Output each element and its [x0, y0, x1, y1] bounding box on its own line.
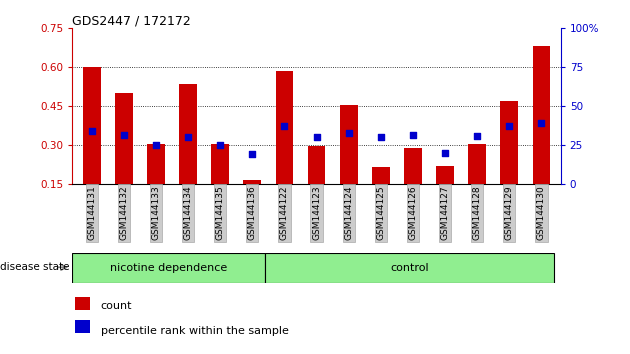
Bar — [115, 93, 133, 184]
FancyBboxPatch shape — [72, 253, 265, 283]
Point — [312, 135, 322, 140]
Point — [375, 135, 386, 140]
Text: percentile rank within the sample: percentile rank within the sample — [101, 326, 289, 336]
Text: count: count — [101, 301, 132, 311]
Point — [343, 131, 353, 136]
Point — [472, 133, 482, 139]
Text: GSM144130: GSM144130 — [537, 185, 546, 240]
Text: GSM144127: GSM144127 — [440, 185, 450, 240]
Point — [440, 150, 450, 156]
Point — [87, 128, 97, 134]
Text: GSM144123: GSM144123 — [312, 185, 321, 240]
Bar — [83, 67, 101, 184]
Text: GSM144133: GSM144133 — [151, 185, 161, 240]
Text: GSM144129: GSM144129 — [505, 185, 514, 240]
Text: GSM144122: GSM144122 — [280, 185, 289, 240]
Text: GSM144124: GSM144124 — [344, 185, 353, 240]
Text: nicotine dependence: nicotine dependence — [110, 263, 227, 273]
Text: GSM144131: GSM144131 — [87, 185, 96, 240]
Point — [536, 120, 546, 126]
Point — [183, 135, 193, 140]
Point — [151, 142, 161, 148]
Point — [408, 132, 418, 138]
Bar — [212, 144, 229, 184]
Text: GSM144126: GSM144126 — [408, 185, 418, 240]
Text: GDS2447 / 172172: GDS2447 / 172172 — [72, 14, 191, 27]
Bar — [244, 180, 261, 184]
Bar — [147, 144, 165, 184]
Point — [504, 123, 514, 129]
Point — [248, 152, 258, 157]
Bar — [468, 144, 486, 184]
Bar — [275, 71, 294, 184]
Text: GSM144134: GSM144134 — [183, 185, 193, 240]
Bar — [404, 148, 421, 184]
Bar — [307, 147, 326, 184]
Bar — [75, 320, 90, 333]
Text: GSM144132: GSM144132 — [119, 185, 129, 240]
Point — [280, 123, 290, 129]
FancyBboxPatch shape — [265, 253, 554, 283]
Text: GSM144135: GSM144135 — [215, 185, 225, 240]
Point — [215, 142, 226, 148]
Bar — [340, 105, 358, 184]
Text: disease state: disease state — [0, 262, 69, 272]
Bar — [532, 46, 550, 184]
Text: GSM144128: GSM144128 — [472, 185, 482, 240]
Point — [119, 132, 129, 138]
Text: control: control — [391, 263, 429, 273]
Text: GSM144136: GSM144136 — [248, 185, 257, 240]
Bar — [436, 166, 454, 184]
Bar — [372, 167, 389, 184]
Bar — [75, 297, 90, 310]
Bar — [500, 101, 518, 184]
Text: GSM144125: GSM144125 — [376, 185, 386, 240]
Bar — [180, 84, 197, 184]
